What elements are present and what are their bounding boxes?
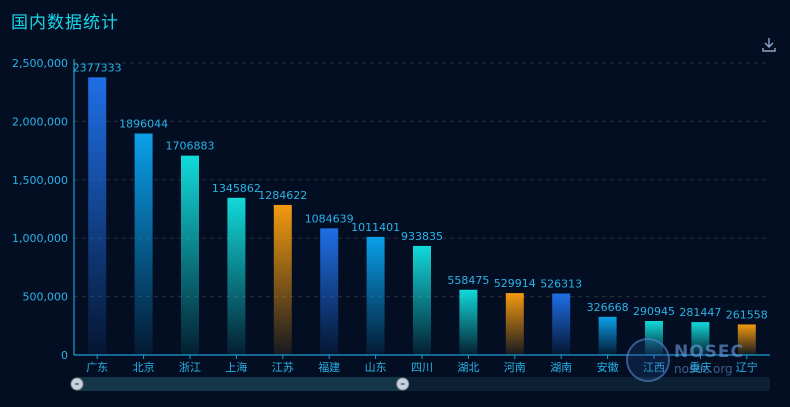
bar [459,289,478,355]
axes: 0 500,000 1,000,000 1,500,000 2,000,000 2,500… [12,57,770,374]
bar [598,316,617,355]
x-tick-label: 河南 [504,361,526,374]
data-label: 281447 [679,306,721,319]
x-tick-label: 辽宁 [736,360,758,374]
bar [413,245,431,355]
x-tick-label: 安徽 [597,360,619,374]
x-tick-label: 浙江 [179,361,201,374]
y-tick-label: 1,000,000 [12,232,68,245]
x-tick-label: 湖北 [457,361,479,374]
download-icon[interactable] [760,36,778,54]
bar [134,133,153,355]
data-zoom-slider[interactable] [70,377,770,391]
bar [737,324,756,355]
y-tick-label: 2,000,000 [12,115,68,128]
bar [181,155,199,355]
x-tick-label: 上海 [225,360,247,374]
x-tick-label: 广东 [86,361,108,374]
data-label: 526313 [540,278,582,291]
bar [320,228,339,355]
bar [227,197,246,355]
data-label: 1896044 [119,118,168,131]
x-tick-label: 山东 [365,361,387,374]
bar [88,77,107,355]
y-tick-label: 1,500,000 [12,174,68,187]
x-tick-label: 重庆 [689,360,711,374]
x-tick-label: 福建 [318,360,340,374]
bar [273,204,292,355]
data-label: 1706883 [166,140,215,153]
x-tick-label: 四川 [411,361,433,374]
x-tick-label: 湖南 [550,361,572,374]
data-label: 558475 [447,274,489,287]
x-tick-label: 江苏 [272,361,294,374]
data-label: 326668 [587,301,629,314]
data-label: 1284622 [258,189,307,202]
data-label: 1084639 [305,212,354,225]
data-label: 2377333 [73,61,122,74]
watermark-domain: nosec.org [674,362,733,376]
x-tick-label: 北京 [133,360,155,374]
bar [505,293,524,355]
zoom-window[interactable] [77,377,403,391]
y-tick-label: 0 [61,349,68,362]
y-tick-label: 500,000 [23,291,69,304]
y-tick-label: 2,500,000 [12,57,68,70]
data-label: 261558 [726,308,768,321]
bar [691,322,710,355]
chart-title: 国内数据统计 [11,13,119,33]
watermark-brand: NOSEC [674,342,745,362]
data-label: 290945 [633,305,675,318]
data-label: 1345862 [212,182,261,195]
bar [552,293,571,355]
watermark-logo [626,338,670,382]
bar [366,236,385,355]
bars [88,77,756,355]
data-label: 933835 [401,230,443,243]
data-label: 529914 [494,277,536,290]
data-label: 1011401 [351,221,400,234]
watermark: NOSEC nosec.org [626,338,776,384]
